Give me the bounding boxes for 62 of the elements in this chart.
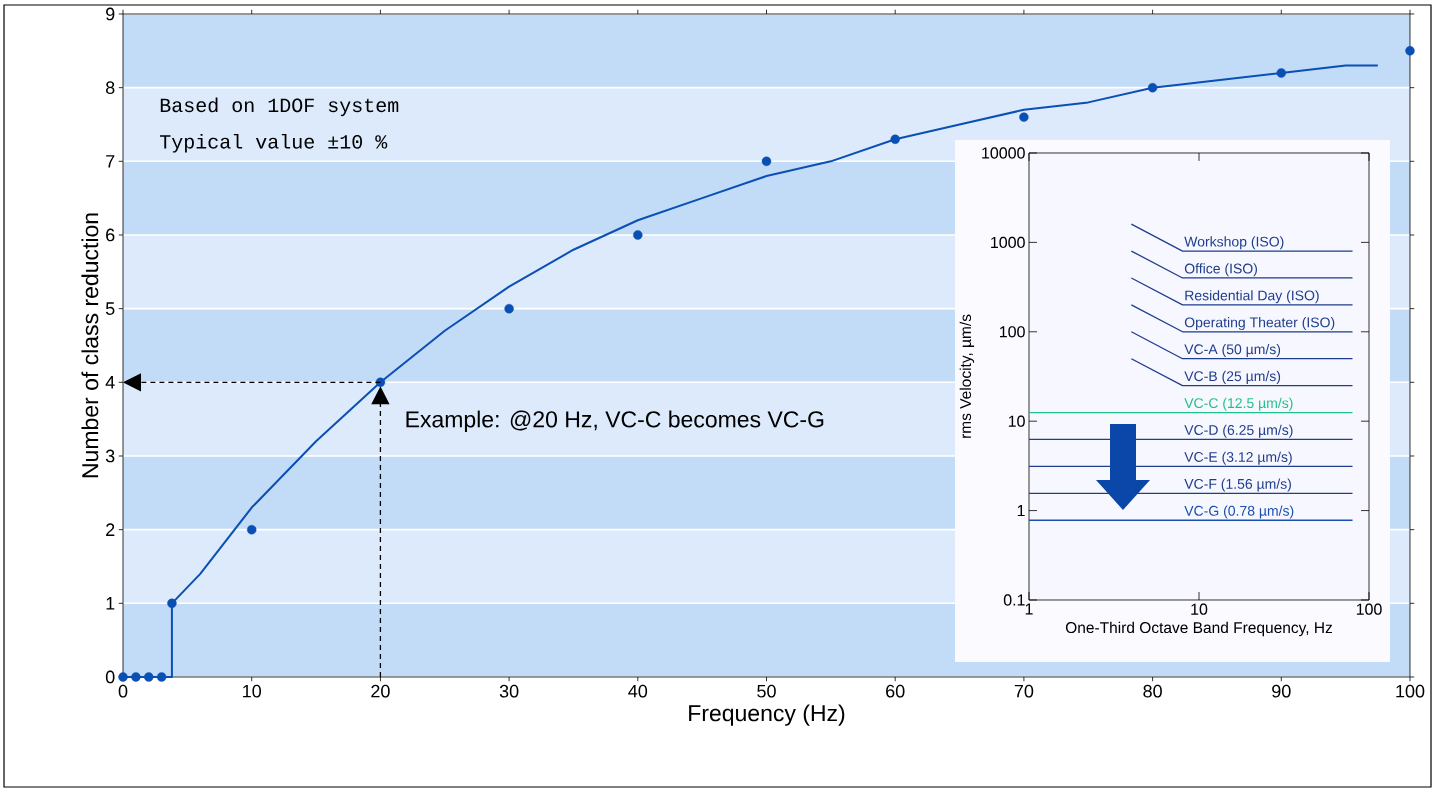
series-label: Office (ISO) [1184,263,1257,277]
x-tick-label: 90 [1272,684,1291,698]
x-tick-label: 100 [1396,684,1425,698]
series-label: VC-C (12.5 µm/s) [1184,397,1293,411]
y-tick-label: 0 [105,670,115,684]
y-tick-label: 1000 [991,236,1025,249]
y-axis-title: Number of class reduction [81,213,99,478]
y-tick-label: 1 [1017,505,1025,517]
x-axis-title: Frequency (Hz) [689,704,845,726]
series-label: VC-E (3.12 µm/s) [1184,451,1292,465]
annotation: Example: @20 Hz, VC-C becomes VC-G [406,410,824,433]
y-tick-label: 4 [105,376,115,389]
y-tick-label: 10000 [982,147,1025,159]
series-label: Operating Theater (ISO) [1184,317,1335,331]
x-tick-label: 10 [1191,603,1208,615]
series-label: VC-D (6.25 µm/s) [1184,424,1293,438]
series-label: VC-B (25 µm/s) [1184,370,1281,384]
x-tick-label: 1 [1025,603,1033,615]
point [144,672,154,682]
series-label: VC-F (1.56 µm/s) [1184,478,1291,492]
x-tick-label: 70 [1014,684,1034,698]
annotation: Based on 1DOF system [160,97,399,117]
series-label: VC-G (0.78 µm/s) [1184,505,1294,519]
series-label: Residential Day (ISO) [1185,290,1319,304]
point [167,598,177,609]
point [1276,68,1286,78]
annotation: Typical value ±10 % [159,133,388,153]
point [1019,112,1029,122]
x-tick-label: 50 [757,684,776,698]
point [890,134,900,144]
x-tick-label: 10 [243,684,262,698]
x-tick-label: 0 [118,684,128,698]
y-tick-label: 2 [106,523,115,536]
x-tick-label: 30 [499,684,519,698]
y-tick-label: 8 [105,81,115,95]
point [1147,82,1158,93]
x-axis-title: One-Third Octave Band Frequency, Hz [1065,621,1333,637]
point [156,672,167,682]
y-tick-label: 100 [1000,326,1025,338]
y-tick-label: 6 [106,228,115,242]
y-tick-label: 0.1 [1003,594,1025,606]
point [761,156,772,167]
series-label: VC-A (50 µm/s) [1184,343,1281,357]
point [633,230,643,240]
y-tick-label: 10 [1008,415,1025,427]
x-tick-label: 80 [1143,684,1162,698]
series-label: Workshop (ISO) [1184,236,1284,250]
point [118,672,128,682]
x-tick-label: 20 [371,684,390,698]
y-tick-label: 5 [105,302,115,315]
y-axis-title: rms Velocity, µm/s [959,314,975,438]
x-tick-label: 60 [886,684,905,698]
point [1405,46,1415,56]
x-tick-label: 100 [1356,603,1382,615]
x-tick-label: 40 [628,684,648,698]
y-tick-label: 3 [105,449,115,463]
y-tick-label: 9 [106,7,115,21]
point [375,377,386,388]
point [247,524,257,535]
y-tick-label: 7 [106,155,115,168]
point [131,672,141,682]
point [504,303,514,314]
